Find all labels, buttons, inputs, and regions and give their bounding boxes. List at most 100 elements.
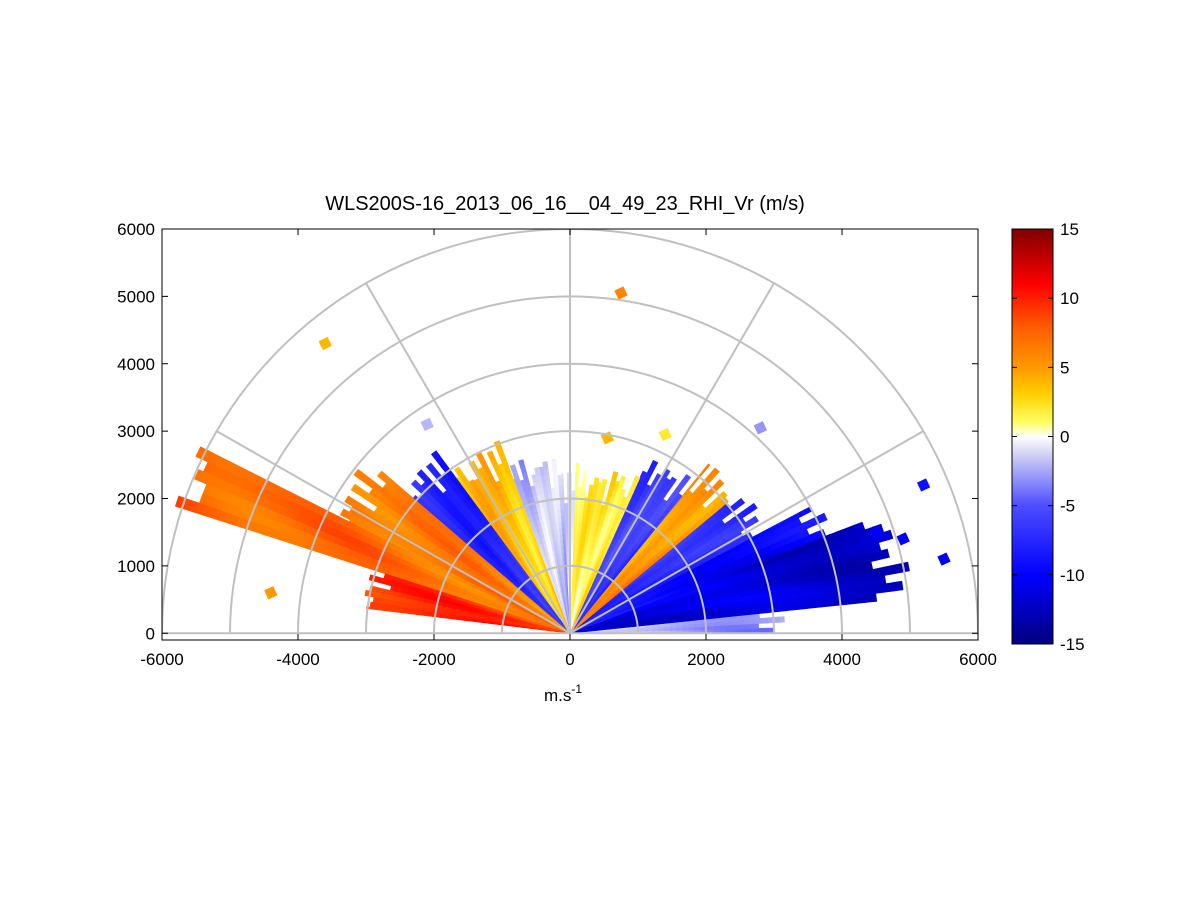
radar-cell <box>582 469 588 475</box>
azimuth-spoke <box>569 282 775 634</box>
radar-cell <box>743 618 751 625</box>
y-tick-label: 3000 <box>117 422 155 441</box>
colorbar-tick-label: 10 <box>1060 289 1079 308</box>
radar-cell <box>749 618 757 625</box>
radar-cell <box>574 484 579 492</box>
radar-cell <box>570 521 575 528</box>
radar-cell <box>369 601 375 608</box>
radar-speckle <box>916 478 931 492</box>
radar-cell <box>353 468 361 477</box>
radar-cell <box>575 472 579 480</box>
radar-cell <box>773 616 781 623</box>
radar-cell <box>542 461 548 464</box>
radar-cell <box>731 624 739 630</box>
radar-cell <box>640 470 648 478</box>
colorbar-tick-label: -15 <box>1060 635 1085 654</box>
y-axis-ticks: 0 1000 2000 3000 4000 5000 6000 <box>117 220 978 643</box>
radar-cell <box>743 623 751 630</box>
radar-cell <box>790 603 799 611</box>
colorbar-ticks: 15 10 5 0 -5 -10 -15 <box>1012 220 1085 654</box>
radar-speckle <box>264 586 278 600</box>
radar-cell <box>602 478 608 484</box>
radar-cell <box>752 515 759 523</box>
radar-speckle <box>896 532 910 546</box>
x-axis-ticks: -6000 -4000 -2000 0 2000 4000 6000 <box>140 229 997 669</box>
radar-cell <box>821 599 829 608</box>
x-tick-label: 0 <box>565 650 574 669</box>
radar-cell <box>570 508 575 516</box>
radar-cell <box>869 593 878 603</box>
radar-cell <box>886 529 894 540</box>
radar-cell <box>570 515 575 522</box>
y-tick-label: 4000 <box>117 355 155 374</box>
radar-cell <box>557 474 563 480</box>
colorbar-tick-label: -5 <box>1060 497 1075 516</box>
radar-speckle <box>869 525 883 539</box>
radar-cell <box>531 474 537 478</box>
radar-cell <box>576 490 582 498</box>
x-tick-label: -6000 <box>140 650 183 669</box>
radar-cell <box>430 450 440 459</box>
radar-cell <box>538 466 545 470</box>
x-tick-label: -4000 <box>276 650 319 669</box>
radar-cell <box>827 598 835 607</box>
chart-title: WLS200S-16_2013_06_16__04_49_23_RHI_Vr (… <box>325 193 805 215</box>
radar-cell <box>570 527 575 534</box>
radar-cell <box>682 473 692 483</box>
radar-cell <box>761 617 769 624</box>
radar-cell <box>552 467 558 475</box>
y-tick-label: 1000 <box>117 557 155 576</box>
radar-cell <box>725 624 733 630</box>
radar-cell <box>584 496 589 499</box>
azimuth-spoke <box>365 282 571 634</box>
x-tick-label: 4000 <box>823 650 861 669</box>
radar-cell <box>534 467 540 471</box>
radar-cell <box>486 450 493 455</box>
radar-cell <box>779 616 785 623</box>
radar-speckle <box>937 552 951 566</box>
radar-cell <box>551 460 558 469</box>
colorbar-tick-label: 15 <box>1060 220 1079 239</box>
radar-cell <box>593 480 599 488</box>
radar-cell <box>552 473 559 481</box>
radar-cell <box>885 548 890 558</box>
radar-cell <box>755 623 760 629</box>
radar-cell <box>739 497 746 505</box>
colorbar-tick-label: 5 <box>1060 358 1069 377</box>
radar-cell <box>570 490 576 498</box>
y-tick-label: 0 <box>146 624 155 643</box>
radar-cell <box>574 478 579 486</box>
radar-cell <box>845 596 854 605</box>
x-tick-label: 6000 <box>959 650 997 669</box>
radar-cell <box>570 545 574 553</box>
radar-cell <box>581 479 587 487</box>
x-tick-label: -2000 <box>412 650 455 669</box>
radar-cell <box>553 479 559 487</box>
colorbar <box>1011 228 1054 645</box>
radar-cell <box>613 471 619 475</box>
radar-cell <box>633 475 641 482</box>
radar-cell <box>808 600 817 609</box>
radar-cell <box>815 600 823 608</box>
radar-cell <box>879 575 887 585</box>
y-tick-label: 6000 <box>117 220 155 239</box>
x-axis-label: m.s-1 <box>544 682 582 705</box>
radar-cell <box>581 473 588 481</box>
radar-cell <box>755 617 763 624</box>
radar-cell <box>671 476 677 482</box>
x-tick-label: 2000 <box>687 650 725 669</box>
radar-cell <box>372 607 380 611</box>
radar-cell <box>731 619 739 626</box>
radar-cell <box>518 459 524 463</box>
radar-cell <box>737 623 745 630</box>
radar-cell <box>570 539 574 547</box>
radar-cell <box>619 475 627 483</box>
radar-cell <box>804 506 812 515</box>
radar-cell <box>575 462 580 468</box>
radar-cell <box>716 478 725 488</box>
radar-cell <box>857 521 866 532</box>
radar-cell <box>563 503 569 510</box>
radar-cell <box>551 458 557 463</box>
radar-cell <box>802 601 811 610</box>
